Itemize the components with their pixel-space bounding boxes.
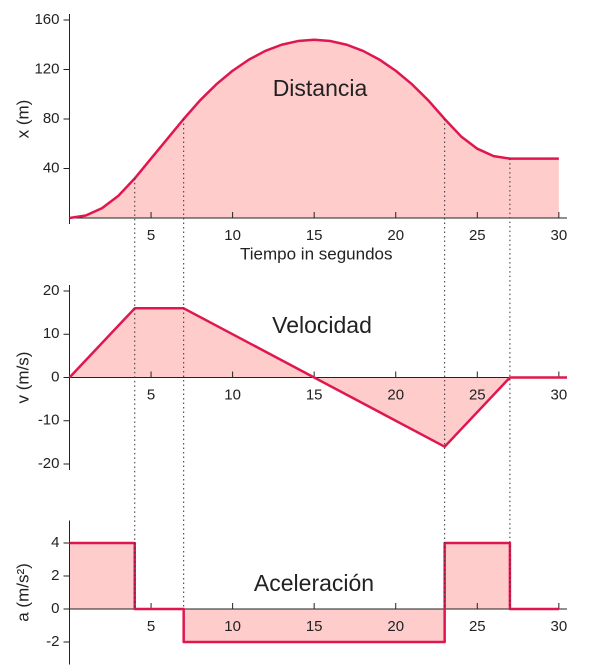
y-tick-label: 80 bbox=[43, 110, 60, 127]
y-axis-label: a (m/s²) bbox=[13, 563, 32, 622]
data-line bbox=[69, 541, 559, 644]
y-tick-label: -20 bbox=[38, 455, 60, 472]
x-tick-label: 10 bbox=[224, 386, 241, 403]
annotation: Velocidad bbox=[272, 312, 372, 338]
y-axis-label: v (m/s) bbox=[13, 352, 32, 404]
x-tick-label: 10 bbox=[224, 227, 241, 244]
x-tick-label: 20 bbox=[387, 227, 404, 244]
x-tick-label: 10 bbox=[224, 618, 241, 635]
x-tick-label: 5 bbox=[147, 227, 155, 244]
area-fill bbox=[69, 543, 559, 642]
x-tick-label: 25 bbox=[469, 386, 486, 403]
data-line bbox=[68, 307, 567, 448]
y-tick-label: 10 bbox=[43, 325, 60, 342]
y-tick-label: 0 bbox=[51, 600, 59, 617]
y-tick-label: 160 bbox=[34, 11, 59, 28]
y-tick-label: 4 bbox=[51, 534, 59, 551]
x-tick-label: 15 bbox=[306, 386, 323, 403]
y-tick-label: 120 bbox=[34, 60, 59, 77]
x-tick-label: 15 bbox=[306, 227, 323, 244]
y-tick-label: 0 bbox=[51, 368, 59, 385]
y-tick-label: -10 bbox=[38, 412, 60, 429]
annotation: Distancia bbox=[273, 75, 368, 101]
x-tick-label: 20 bbox=[387, 386, 404, 403]
x-tick-label: 25 bbox=[469, 618, 486, 635]
area-fill bbox=[69, 39, 559, 218]
x-tick-label: 5 bbox=[147, 618, 155, 635]
x-tick-label: 30 bbox=[551, 386, 568, 403]
x-tick-label: 5 bbox=[147, 386, 155, 403]
y-axis-label: x (m) bbox=[13, 100, 32, 139]
y-tick-label: -2 bbox=[46, 633, 59, 650]
x-axis-label: Tiempo in segundos bbox=[240, 244, 392, 263]
data-line bbox=[69, 38, 559, 220]
x-tick-label: 30 bbox=[551, 618, 568, 635]
annotation: Aceleración bbox=[254, 570, 374, 596]
y-tick-label: 40 bbox=[43, 159, 60, 176]
y-tick-label: 20 bbox=[43, 282, 60, 299]
x-tick-label: 15 bbox=[306, 618, 323, 635]
x-tick-label: 20 bbox=[387, 618, 404, 635]
guide-layer bbox=[134, 119, 511, 609]
x-tick-label: 25 bbox=[469, 227, 486, 244]
y-tick-label: 2 bbox=[51, 567, 59, 584]
x-tick-label: 30 bbox=[551, 227, 568, 244]
